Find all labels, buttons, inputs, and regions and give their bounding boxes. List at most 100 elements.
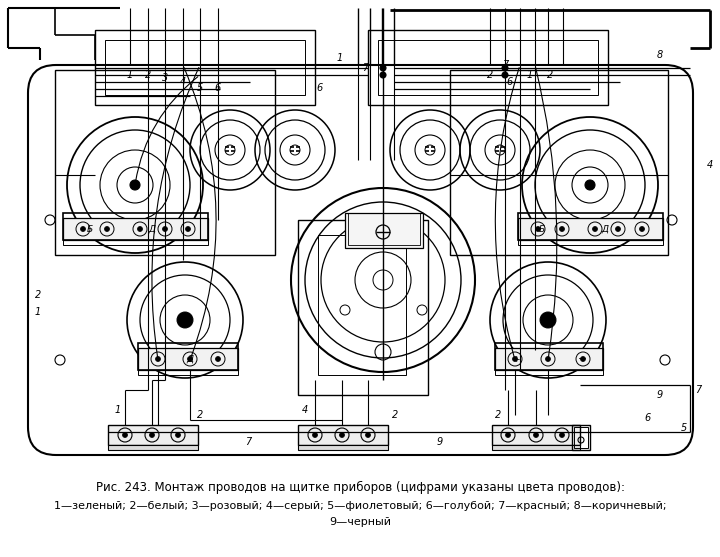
Circle shape xyxy=(593,227,598,232)
Text: −: − xyxy=(577,354,586,364)
Text: 4: 4 xyxy=(707,160,713,170)
Text: +: + xyxy=(512,354,520,364)
Bar xyxy=(298,445,388,450)
Text: Д: Д xyxy=(601,224,608,233)
Circle shape xyxy=(534,432,539,437)
Circle shape xyxy=(340,432,344,437)
Circle shape xyxy=(104,227,109,232)
Bar xyxy=(572,425,590,450)
Bar xyxy=(450,70,668,255)
Circle shape xyxy=(312,432,318,437)
Circle shape xyxy=(505,432,510,437)
Bar xyxy=(495,343,603,370)
Text: 3: 3 xyxy=(162,73,168,83)
Circle shape xyxy=(585,180,595,190)
Circle shape xyxy=(639,227,644,232)
Circle shape xyxy=(186,227,191,232)
Bar xyxy=(492,425,580,445)
Text: 1: 1 xyxy=(127,70,133,80)
Circle shape xyxy=(380,65,386,71)
Bar xyxy=(318,235,406,375)
Circle shape xyxy=(163,227,168,232)
Circle shape xyxy=(81,227,86,232)
Circle shape xyxy=(616,227,621,232)
Bar xyxy=(95,30,315,105)
Bar xyxy=(495,348,603,370)
Text: 1: 1 xyxy=(527,70,533,80)
Text: 2: 2 xyxy=(145,70,151,80)
Circle shape xyxy=(373,270,393,290)
Circle shape xyxy=(177,312,193,328)
Text: 9—черный: 9—черный xyxy=(329,517,391,527)
Bar xyxy=(492,445,580,450)
Text: 6: 6 xyxy=(215,83,221,93)
Text: 6: 6 xyxy=(317,83,323,93)
Bar xyxy=(55,70,275,255)
Bar xyxy=(378,40,598,95)
Text: 7: 7 xyxy=(502,60,508,70)
Text: 2: 2 xyxy=(487,70,493,80)
Text: 5: 5 xyxy=(681,423,687,433)
Text: Д: Д xyxy=(148,224,156,233)
Circle shape xyxy=(536,227,541,232)
Text: 1—зеленый; 2—белый; 3—розовый; 4—серый; 5—фиолетовый; 6—голубой; 7—красный; 8—ко: 1—зеленый; 2—белый; 3—розовый; 4—серый; … xyxy=(54,501,666,511)
Circle shape xyxy=(559,227,564,232)
Circle shape xyxy=(156,356,161,361)
Circle shape xyxy=(176,432,181,437)
Circle shape xyxy=(546,356,551,361)
Bar xyxy=(298,220,428,395)
Text: 2: 2 xyxy=(547,70,553,80)
Circle shape xyxy=(559,432,564,437)
Bar xyxy=(138,370,238,375)
Circle shape xyxy=(502,65,508,71)
Text: 5: 5 xyxy=(197,83,203,93)
Text: 1: 1 xyxy=(115,405,121,415)
Text: 2: 2 xyxy=(197,410,203,420)
Text: 2: 2 xyxy=(495,410,501,420)
Circle shape xyxy=(122,432,127,437)
Text: 4: 4 xyxy=(302,405,308,415)
Bar xyxy=(518,240,663,245)
Text: 8: 8 xyxy=(657,50,663,60)
Circle shape xyxy=(540,312,556,328)
Circle shape xyxy=(513,356,518,361)
Circle shape xyxy=(215,356,220,361)
Circle shape xyxy=(580,356,585,361)
Text: 2: 2 xyxy=(35,290,41,300)
Text: Б: Б xyxy=(87,224,93,233)
Bar xyxy=(495,370,603,375)
Bar xyxy=(574,427,588,448)
Text: Рис. 243. Монтаж проводов на щитке приборов (цифрами указаны цвета проводов):: Рис. 243. Монтаж проводов на щитке прибо… xyxy=(96,481,624,494)
Circle shape xyxy=(225,145,235,155)
Circle shape xyxy=(502,72,508,78)
Circle shape xyxy=(495,145,505,155)
Text: 7: 7 xyxy=(362,63,368,73)
Circle shape xyxy=(138,227,143,232)
Text: 6: 6 xyxy=(507,77,513,87)
Bar xyxy=(348,213,420,245)
Text: Б: Б xyxy=(539,224,545,233)
Bar xyxy=(345,213,423,248)
Circle shape xyxy=(150,432,155,437)
Circle shape xyxy=(290,145,300,155)
Text: Д: Д xyxy=(186,354,194,364)
Bar xyxy=(108,445,198,450)
Circle shape xyxy=(130,180,140,190)
Bar xyxy=(368,30,608,105)
Bar xyxy=(63,213,208,240)
Text: 1: 1 xyxy=(337,53,343,63)
Bar xyxy=(138,343,238,370)
Bar xyxy=(298,425,388,445)
Text: 2: 2 xyxy=(392,410,398,420)
Circle shape xyxy=(380,72,386,78)
Bar xyxy=(518,213,663,240)
Text: 7: 7 xyxy=(245,437,251,447)
Circle shape xyxy=(366,432,371,437)
Text: 1: 1 xyxy=(35,307,41,317)
Circle shape xyxy=(187,356,192,361)
Text: 7: 7 xyxy=(695,385,701,395)
Text: 6: 6 xyxy=(645,413,651,423)
Bar xyxy=(63,240,208,245)
Bar xyxy=(138,348,238,370)
Bar xyxy=(108,425,198,445)
